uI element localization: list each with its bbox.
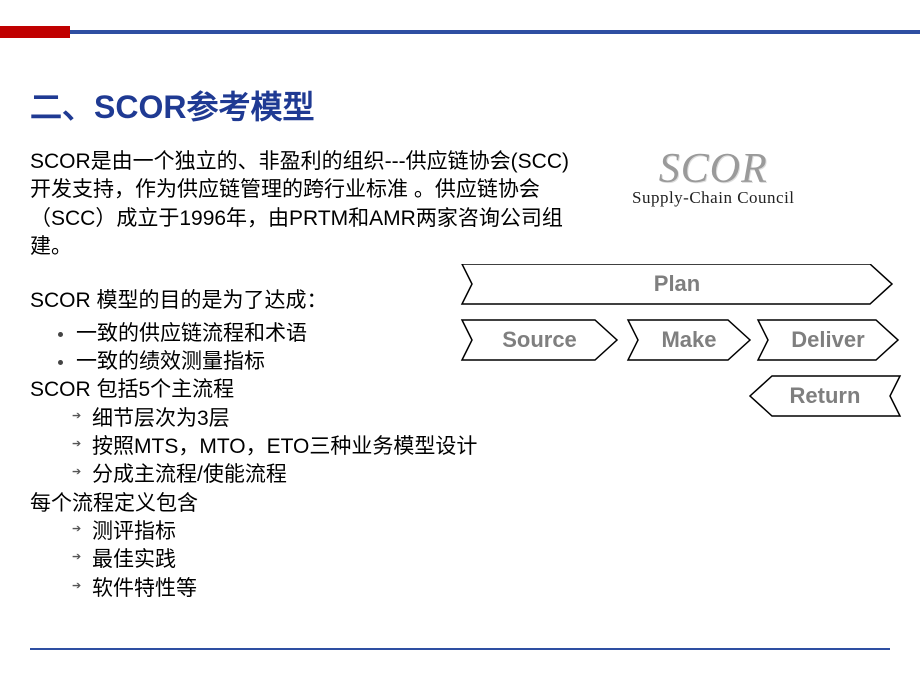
top-accent-red	[0, 26, 70, 38]
logo-sub-text: Supply-Chain Council	[632, 188, 795, 208]
scc-logo: SCOR Supply-Chain Council	[632, 148, 795, 208]
top-accent-blue	[70, 30, 920, 34]
svg-text:Return: Return	[790, 383, 861, 408]
list-item: 最佳实践	[30, 546, 570, 574]
svg-text:Deliver: Deliver	[791, 327, 865, 352]
list-item: 测评指标	[30, 518, 570, 546]
list-item: 按照MTS，MTO，ETO三种业务模型设计	[30, 433, 570, 461]
definition-heading: 每个流程定义包含	[30, 490, 570, 518]
slide-title: 二、SCOR参考模型	[30, 82, 314, 128]
svg-text:Source: Source	[502, 327, 577, 352]
flow-svg: Plan Source Make Deliver Return	[448, 264, 908, 434]
intro-paragraph: SCOR是由一个独立的、非盈利的组织---供应链协会(SCC) 开发支持，作为供…	[30, 148, 570, 261]
scor-flow-diagram: Plan Source Make Deliver Return	[448, 264, 908, 434]
logo-main-text: SCOR	[632, 148, 795, 190]
svg-text:Plan: Plan	[654, 271, 700, 296]
top-accent-bar	[0, 26, 920, 38]
definition-list: 测评指标 最佳实践 软件特性等	[30, 518, 570, 603]
list-item: 软件特性等	[30, 575, 570, 603]
list-item: 分成主流程/使能流程	[30, 461, 570, 489]
svg-text:Make: Make	[661, 327, 716, 352]
bottom-divider	[30, 648, 890, 650]
